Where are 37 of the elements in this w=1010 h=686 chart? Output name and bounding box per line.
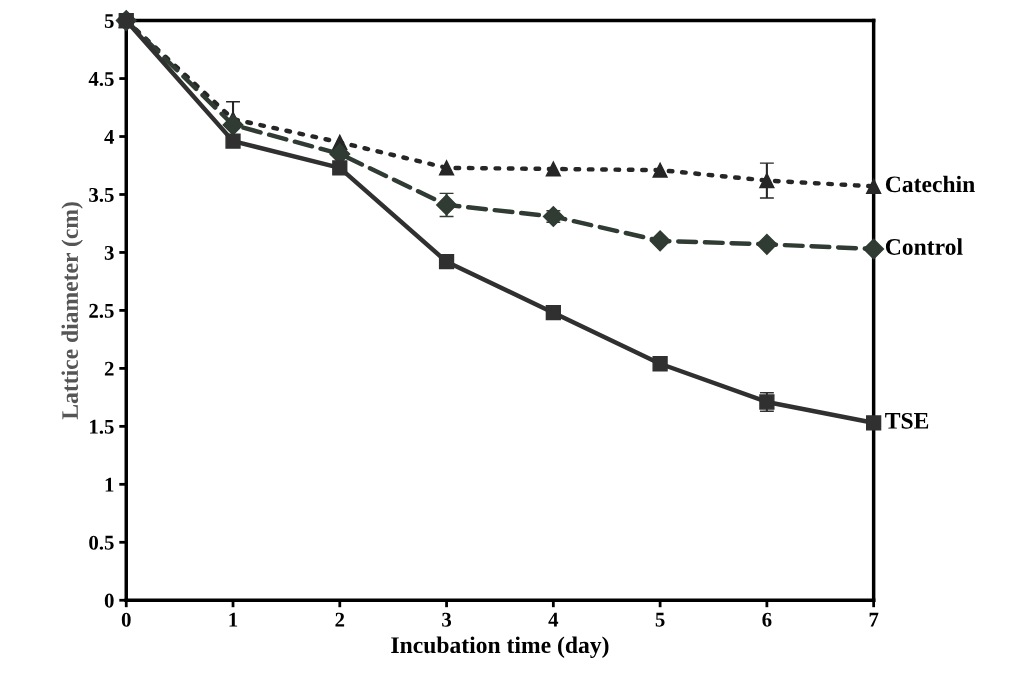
x-tick-label: 3 — [442, 612, 452, 627]
y-tick-label: 0.5 — [89, 535, 114, 550]
point — [652, 356, 668, 372]
x-tick-label: 0 — [121, 612, 131, 627]
y-tick-label: 2 — [104, 361, 114, 376]
point — [866, 415, 882, 431]
y-tick-label: 3 — [104, 245, 114, 260]
series-label: TSE — [885, 412, 929, 429]
x-tick-label: 5 — [655, 612, 665, 627]
y-tick-label: 2.5 — [89, 303, 114, 318]
point — [866, 178, 882, 195]
point — [863, 238, 885, 260]
point — [545, 161, 561, 177]
point — [438, 160, 455, 176]
point — [756, 233, 778, 255]
x-tick-label: 1 — [229, 612, 238, 627]
y-tick-label: 1 — [105, 477, 114, 492]
y-tick-label: 5 — [104, 14, 114, 29]
point — [649, 230, 671, 252]
y-tick-label: 1.5 — [90, 419, 114, 434]
series-label: Control — [885, 238, 963, 255]
point — [545, 305, 561, 321]
y-tick-label: 4 — [104, 130, 115, 144]
point — [759, 172, 775, 189]
point — [332, 160, 348, 176]
x-tick-label: 7 — [869, 612, 879, 627]
x-tick-label: 4 — [548, 612, 559, 627]
y-axis-title: Lattice diameter (cm) — [61, 202, 83, 420]
x-axis-title: Incubation time (day) — [391, 636, 609, 658]
point — [652, 162, 668, 178]
y-tick-label: 4.5 — [88, 72, 114, 87]
point — [438, 254, 455, 270]
x-tick-label: 2 — [335, 612, 345, 627]
y-tick-label: 0 — [104, 593, 114, 608]
series-label: Catechin — [885, 175, 975, 193]
x-tick-label: 6 — [762, 612, 772, 627]
y-tick-label: 3.5 — [89, 187, 114, 203]
